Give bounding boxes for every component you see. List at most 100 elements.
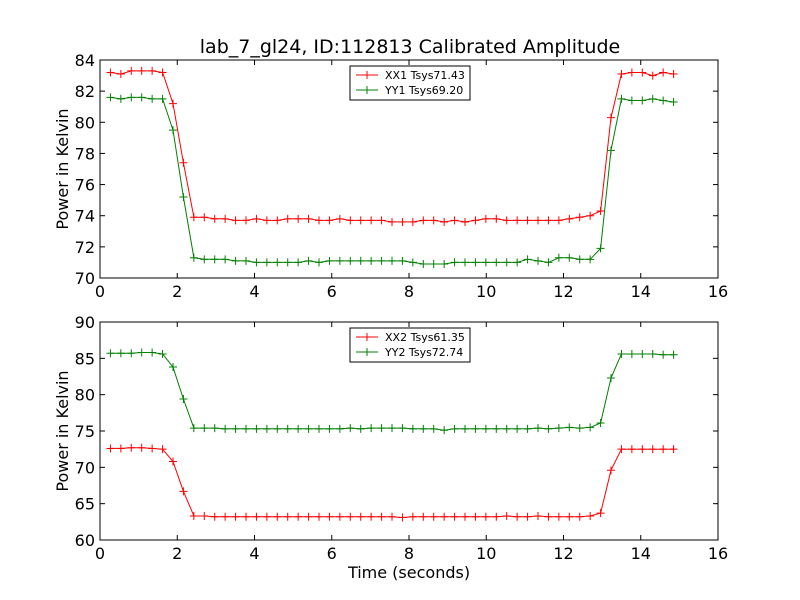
legend-marker xyxy=(363,71,371,79)
data-point-marker xyxy=(617,94,626,103)
data-point-marker xyxy=(231,424,240,433)
data-point-marker xyxy=(169,126,178,135)
x-tick-label: 12 xyxy=(553,282,573,301)
data-point-marker xyxy=(116,444,125,453)
data-point-marker xyxy=(346,512,355,521)
data-point-marker xyxy=(408,217,417,226)
y-tick-label: 75 xyxy=(75,422,95,441)
data-point-marker xyxy=(242,216,251,225)
data-point-marker xyxy=(638,96,647,105)
data-point-marker xyxy=(315,512,324,521)
data-point-marker xyxy=(565,253,574,262)
data-point-marker xyxy=(356,512,365,521)
y-axis-label: Power in Kelvin xyxy=(53,370,72,491)
legend-box xyxy=(349,327,471,363)
data-point-marker xyxy=(169,457,178,466)
data-point-marker xyxy=(492,258,501,267)
data-point-marker xyxy=(315,216,324,225)
data-point-marker xyxy=(335,512,344,521)
data-point-marker xyxy=(294,424,303,433)
legend-label: YY1 Tsys69.20 xyxy=(384,84,463,97)
data-point-marker xyxy=(534,256,543,265)
data-point-marker xyxy=(127,349,136,358)
data-point-marker xyxy=(513,258,522,267)
data-point-marker xyxy=(106,349,115,358)
data-point-marker xyxy=(523,216,532,225)
legend-box xyxy=(349,65,471,101)
data-point-marker xyxy=(659,350,668,359)
data-point-marker xyxy=(471,512,480,521)
y-tick-label: 84 xyxy=(75,51,95,70)
y-tick-label: 70 xyxy=(75,269,95,288)
y-tick-label: 70 xyxy=(75,458,95,477)
top-plot: 0 2 4 6 8 10 12 14 16 70 72 74 76 78 80 82 84 Power in Ke… xyxy=(53,51,728,301)
data-point-marker xyxy=(127,443,136,452)
y-tick-label: 78 xyxy=(75,144,95,163)
data-point-marker xyxy=(169,363,178,372)
data-point-marker xyxy=(429,424,438,433)
data-point-marker xyxy=(106,93,115,102)
data-point-marker xyxy=(346,216,355,225)
data-point-marker xyxy=(221,424,230,433)
data-point-marker xyxy=(189,424,198,433)
x-tick-label: 0 xyxy=(95,544,105,563)
data-point-marker xyxy=(565,512,574,521)
data-point-marker xyxy=(565,423,574,432)
data-point-marker xyxy=(137,66,146,75)
data-point-marker xyxy=(534,216,543,225)
data-point-marker xyxy=(106,68,115,77)
legend-label: XX1 Tsys71.43 xyxy=(385,69,465,82)
data-point-marker xyxy=(304,512,313,521)
data-point-marker xyxy=(356,256,365,265)
data-point-marker xyxy=(617,445,626,454)
data-point-marker xyxy=(523,255,532,264)
data-point-marker xyxy=(210,424,219,433)
data-point-marker xyxy=(596,509,605,518)
data-point-marker xyxy=(502,512,511,521)
y-axis-label: Power in Kelvin xyxy=(53,108,72,229)
data-point-marker xyxy=(273,258,282,267)
data-point-marker xyxy=(200,424,209,433)
data-point-marker xyxy=(346,256,355,265)
data-point-marker xyxy=(554,424,563,433)
data-point-marker xyxy=(158,68,167,77)
data-point-marker xyxy=(596,207,605,216)
data-point-marker xyxy=(544,258,553,267)
data-point-marker xyxy=(179,487,188,496)
data-point-marker xyxy=(429,512,438,521)
data-point-marker xyxy=(440,259,449,268)
data-point-marker xyxy=(210,255,219,264)
data-point-marker xyxy=(638,445,647,454)
legend-label: XX2 Tsys61.35 xyxy=(385,331,465,344)
data-point-marker xyxy=(262,216,271,225)
data-point-marker xyxy=(169,99,178,108)
data-point-marker xyxy=(502,216,511,225)
x-tick-label: 14 xyxy=(631,544,651,563)
data-point-marker xyxy=(335,256,344,265)
data-point-marker xyxy=(659,68,668,77)
data-point-marker xyxy=(221,214,230,223)
data-point-marker xyxy=(200,512,209,521)
x-tick-label: 4 xyxy=(249,282,259,301)
x-tick-label: 2 xyxy=(172,282,182,301)
data-point-marker xyxy=(221,512,230,521)
data-point-marker xyxy=(481,512,490,521)
data-point-marker xyxy=(586,512,595,521)
data-point-marker xyxy=(669,350,678,359)
data-point-marker xyxy=(648,94,657,103)
data-point-marker xyxy=(513,512,522,521)
data-point-marker xyxy=(408,258,417,267)
data-point-marker xyxy=(398,217,407,226)
y-tick-label: 85 xyxy=(75,349,95,368)
data-point-marker xyxy=(419,259,428,268)
legend-marker xyxy=(363,348,371,356)
x-tick-label: 4 xyxy=(249,544,259,563)
data-point-marker xyxy=(607,146,616,155)
data-point-marker xyxy=(242,256,251,265)
data-point-marker xyxy=(450,216,459,225)
data-point-marker xyxy=(408,512,417,521)
data-point-marker xyxy=(523,512,532,521)
data-point-marker xyxy=(231,216,240,225)
data-point-marker xyxy=(471,258,480,267)
data-point-marker xyxy=(534,424,543,433)
